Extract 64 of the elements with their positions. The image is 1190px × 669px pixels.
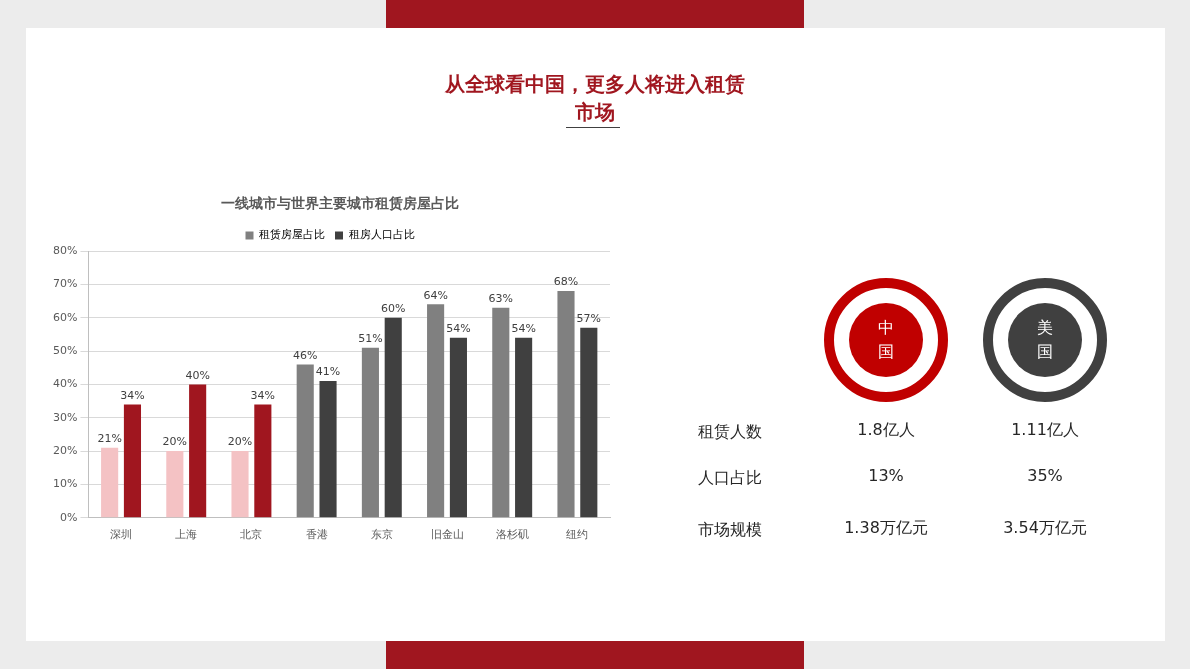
- x-tick-label: 北京: [240, 528, 263, 542]
- bar: [101, 447, 119, 518]
- data-label: 20%: [162, 435, 188, 449]
- data-label: 34%: [120, 388, 145, 402]
- data-label: 57%: [576, 312, 602, 326]
- legend-label: 租赁房屋占比: [259, 228, 325, 242]
- category-label: 市场规模: [698, 520, 762, 539]
- data-label: 51%: [358, 332, 383, 346]
- bar: [427, 304, 445, 518]
- data-label: 63%: [488, 292, 514, 306]
- y-tick-label: 50%: [53, 343, 78, 357]
- data-label: 54%: [511, 322, 536, 336]
- bar: [319, 381, 337, 518]
- bar: [123, 404, 142, 518]
- x-tick-label: 东京: [370, 528, 393, 542]
- bar: [449, 337, 467, 518]
- chart-subtitle: 一线城市与世界主要城市租赁房屋占比: [220, 195, 460, 213]
- data-label: 54%: [446, 322, 471, 336]
- y-tick-label: 80%: [53, 243, 78, 257]
- x-tick-label: 上海: [175, 528, 198, 542]
- category-label: 美国: [1036, 317, 1054, 363]
- x-tick-label: 旧金山: [430, 528, 464, 542]
- y-tick-label: 30%: [53, 410, 78, 424]
- y-tick-label: 0%: [60, 510, 78, 524]
- text: 13%: [868, 466, 904, 485]
- bar: [189, 384, 207, 518]
- data-label: 60%: [381, 302, 406, 316]
- y-tick-label: 60%: [53, 310, 78, 324]
- data-label: 46%: [292, 348, 318, 362]
- bar: [515, 337, 533, 518]
- x-tick-label: 洛杉矶: [495, 528, 529, 542]
- y-tick-label: 70%: [53, 277, 78, 291]
- x-tick-label: 香港: [305, 528, 328, 542]
- y-tick-label: 10%: [53, 477, 78, 491]
- data-label: 41%: [315, 365, 341, 379]
- bar: [557, 291, 575, 518]
- bar: [580, 327, 598, 518]
- text: 3.54万亿元: [1003, 518, 1087, 537]
- category-label: 租赁人数: [698, 422, 762, 441]
- bar: [492, 307, 510, 518]
- data-label: 21%: [97, 432, 122, 446]
- legend-label: 租房人口占比: [348, 228, 415, 242]
- bar: [231, 451, 249, 518]
- bar: [166, 451, 184, 518]
- y-tick-label: 40%: [53, 377, 78, 391]
- bar: [361, 347, 379, 518]
- y-tick-label: 20%: [53, 443, 78, 457]
- bar: [384, 317, 402, 518]
- data-label: 34%: [250, 388, 276, 402]
- data-label: 20%: [227, 435, 253, 449]
- text: 1.8亿人: [857, 420, 915, 439]
- category-label: 中国: [877, 317, 895, 363]
- x-tick-label: 纽约: [566, 528, 589, 542]
- text: 1.38万亿元: [844, 518, 928, 537]
- data-label: 64%: [423, 288, 448, 302]
- data-label: 68%: [553, 275, 579, 289]
- data-label: 40%: [185, 368, 210, 382]
- text: 35%: [1027, 466, 1063, 485]
- bar: [296, 364, 314, 518]
- category-label: 人口占比: [698, 468, 762, 487]
- chart-title: 从全球看中国，更多人将进入租赁市场: [445, 71, 745, 126]
- x-tick-label: 深圳: [110, 528, 133, 542]
- text: 1.11亿人: [1011, 420, 1079, 439]
- bar: [254, 404, 272, 518]
